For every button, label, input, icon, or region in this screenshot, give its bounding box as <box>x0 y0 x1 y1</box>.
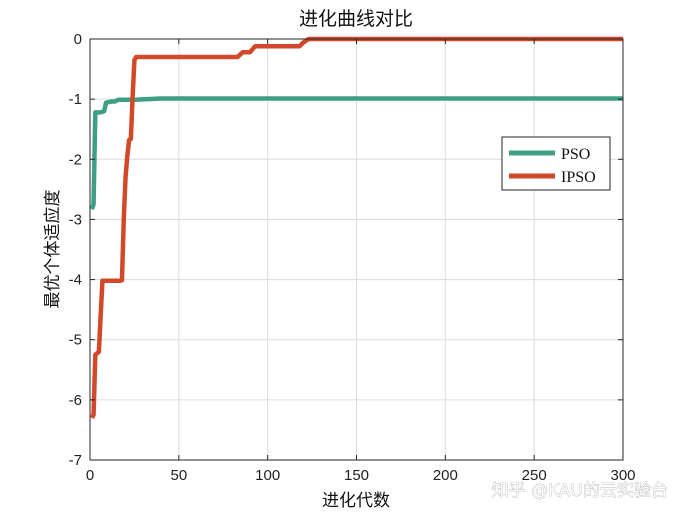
chart-title: 进化曲线对比 <box>299 8 413 30</box>
series-line-pso <box>89 96 623 210</box>
legend: PSO IPSO <box>501 136 611 191</box>
x-tick-label: 150 <box>344 467 369 484</box>
y-tick-label: -1 <box>69 91 82 108</box>
series-group <box>89 36 623 420</box>
grid <box>90 39 623 460</box>
watermark-text: 知乎 @KAU的云实验台 <box>492 481 668 501</box>
x-tick-label: 200 <box>433 467 458 484</box>
x-tick-label: 250 <box>522 467 547 484</box>
tick-marks <box>89 38 624 461</box>
y-tick-label: -5 <box>69 332 82 349</box>
y-tick-label: -3 <box>69 211 82 228</box>
y-tick-label: -7 <box>69 452 82 469</box>
x-tick-labels: 0 50 100 150 200 250 300 <box>86 467 636 484</box>
y-axis-label: 最优个体适应度 <box>43 190 63 309</box>
y-tick-label: -6 <box>69 392 82 409</box>
x-tick-label: 100 <box>255 467 280 484</box>
legend-label-pso: PSO <box>561 146 590 163</box>
y-tick-label: 0 <box>74 31 82 48</box>
x-tick-label: 50 <box>170 467 187 484</box>
legend-label-ipso: IPSO <box>561 169 596 186</box>
x-axis-label: 进化代数 <box>322 491 390 511</box>
legend-box <box>501 136 611 191</box>
y-tick-label: -2 <box>69 151 82 168</box>
x-tick-label: 0 <box>86 467 94 484</box>
series-line-ipso <box>89 36 623 420</box>
x-tick-label: 300 <box>610 467 635 484</box>
y-tick-label: -4 <box>69 272 82 289</box>
y-tick-labels: 0 -1 -2 -3 -4 -5 -6 -7 <box>69 31 82 469</box>
